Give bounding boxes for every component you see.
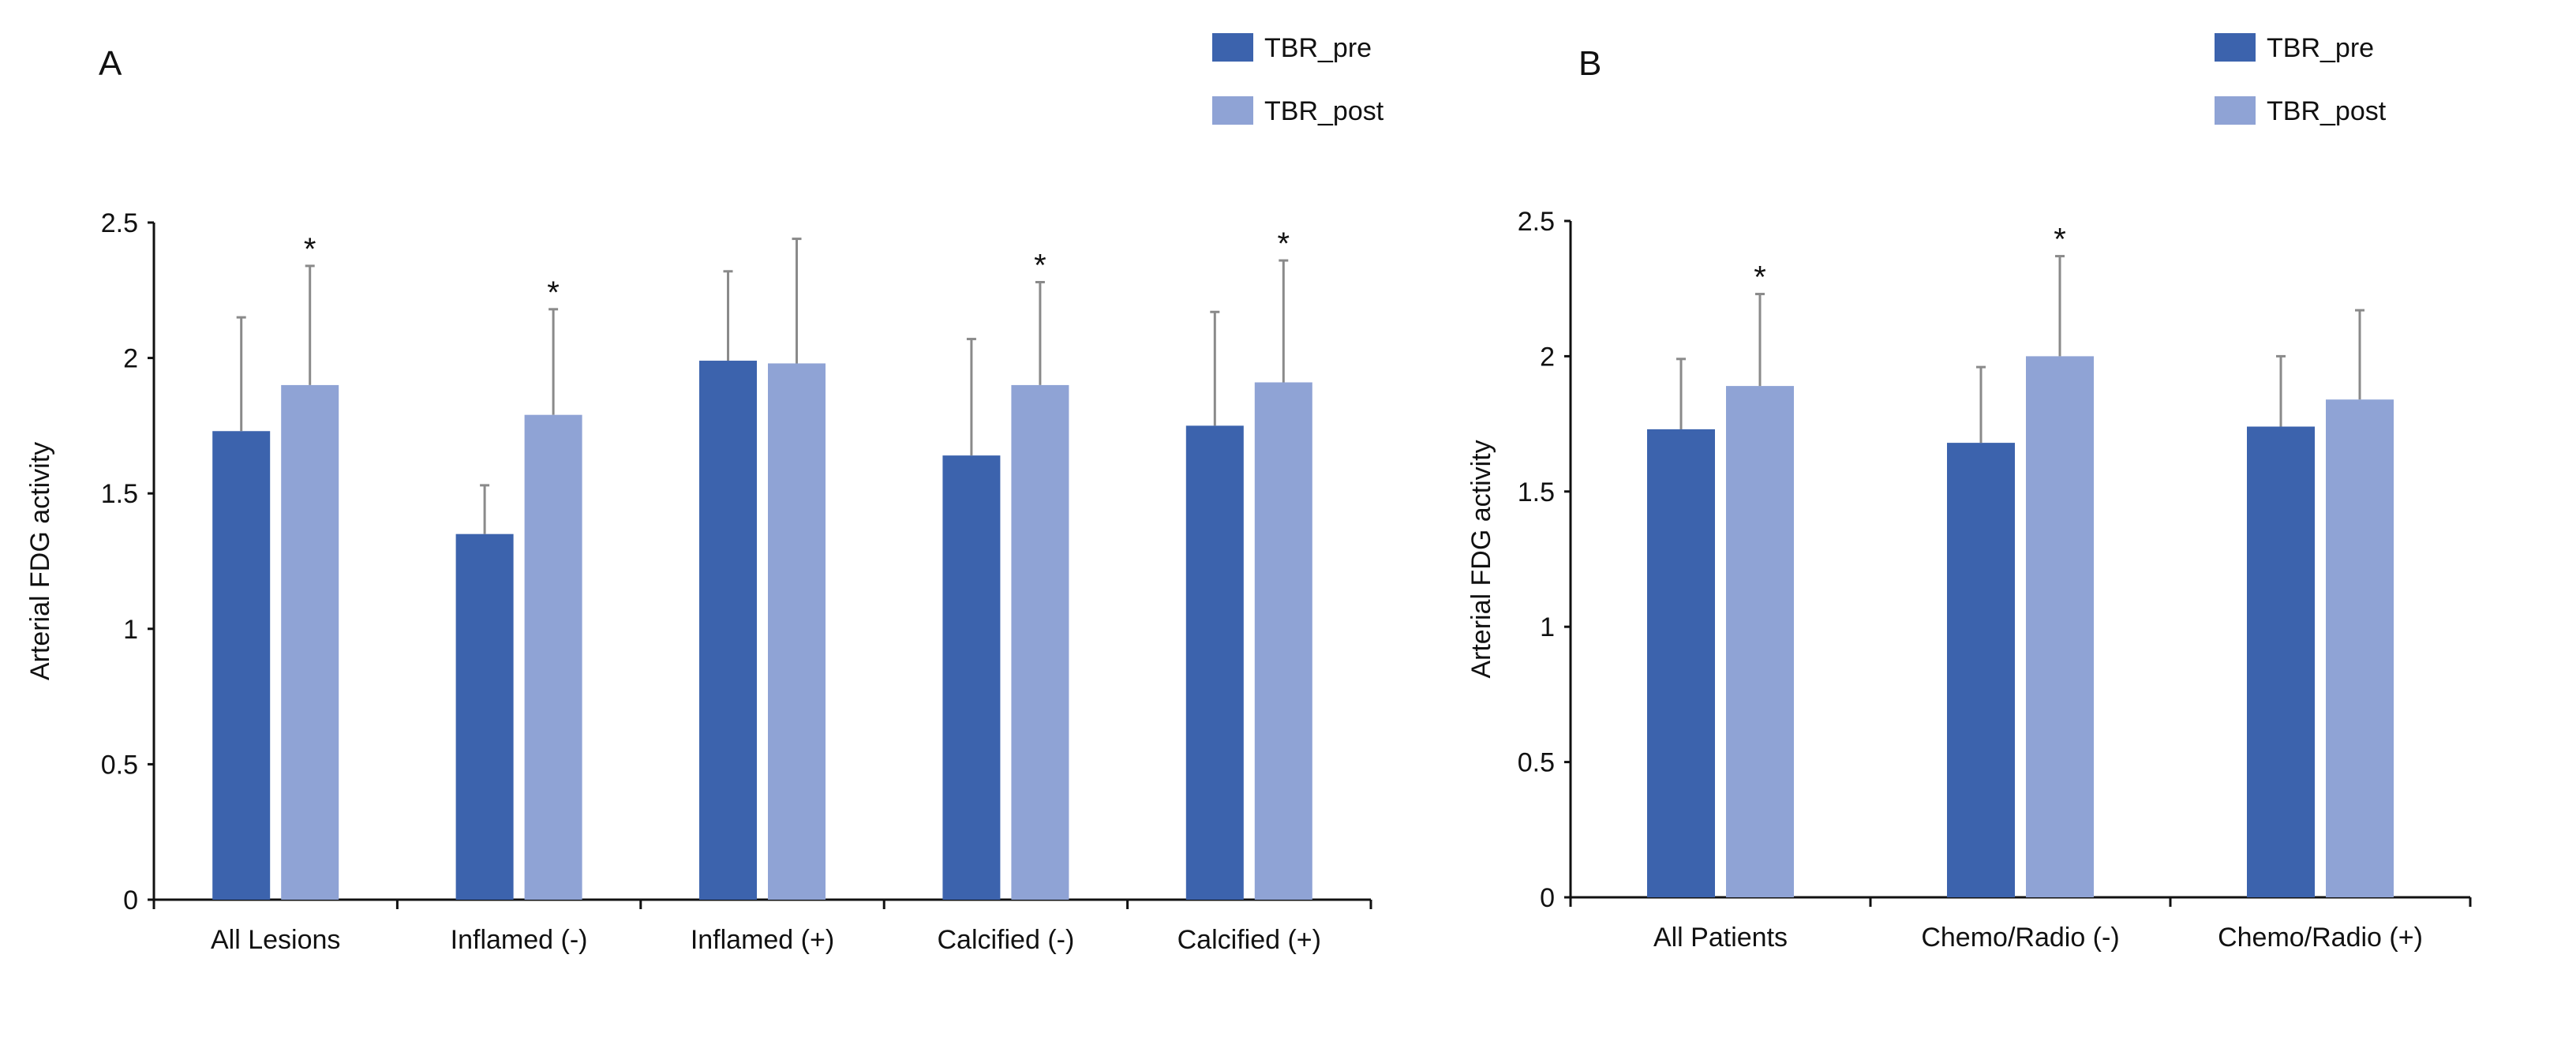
x-tick-label: All Patients (1653, 923, 1788, 953)
significance-marker: * (1754, 260, 1766, 295)
bar-tbr-pre (212, 431, 271, 900)
x-tick-label: Chemo/Radio (-) (1921, 923, 2119, 953)
panel-label: B (1578, 44, 1601, 83)
bar-tbr-pre (2247, 426, 2315, 897)
y-tick-label: 1 (1540, 612, 1555, 642)
significance-marker: * (2054, 223, 2066, 257)
y-axis-label: Arterial FDG activity (25, 442, 55, 680)
y-tick-label: 2 (1540, 342, 1555, 372)
bar-tbr-post (768, 363, 826, 900)
x-tick-label: Calcified (+) (1178, 925, 1321, 955)
bar-tbr-pre (699, 361, 757, 900)
y-tick-label: 0 (123, 885, 138, 915)
significance-marker: * (547, 275, 560, 310)
y-tick-label: 1 (123, 615, 138, 645)
y-tick-label: 0.5 (1518, 748, 1555, 778)
y-tick-label: 2 (123, 344, 138, 374)
bar-tbr-pre (455, 533, 514, 900)
y-tick-label: 2.5 (101, 208, 138, 238)
bar-tbr-pre (1647, 429, 1715, 897)
legend-label: TBR_post (2267, 96, 2387, 126)
y-axis-label: Arterial FDG activity (1466, 440, 1496, 678)
bar-tbr-post (2026, 356, 2094, 897)
significance-marker: * (304, 232, 316, 267)
x-tick-label: All Lesions (211, 925, 340, 955)
x-tick-label: Calcified (-) (937, 925, 1074, 955)
bar-tbr-post (1254, 382, 1312, 900)
y-tick-label: 1.5 (1518, 477, 1555, 507)
legend-swatch-tbr-post (2215, 96, 2256, 125)
x-tick-label: Inflamed (-) (451, 925, 588, 955)
legend-swatch-tbr-pre (2215, 33, 2256, 62)
bar-tbr-pre (1947, 443, 2015, 897)
bar-tbr-pre (942, 455, 1001, 900)
y-tick-label: 0.5 (101, 750, 138, 780)
y-tick-label: 1.5 (101, 479, 138, 509)
y-tick-label: 2.5 (1518, 207, 1555, 237)
significance-marker: * (1278, 226, 1290, 261)
legend-label: TBR_post (1264, 96, 1384, 126)
bar-tbr-post (281, 384, 339, 900)
x-tick-label: Chemo/Radio (+) (2218, 923, 2423, 953)
legend-swatch-tbr-post (1212, 96, 1253, 125)
panel-label: A (99, 44, 122, 83)
bar-tbr-pre (1185, 425, 1244, 900)
legend-swatch-tbr-pre (1212, 33, 1253, 62)
x-tick-label: Inflamed (+) (691, 925, 834, 955)
bar-tbr-post (2326, 399, 2394, 897)
legend-label: TBR_pre (1264, 33, 1372, 63)
legend-label: TBR_pre (2267, 33, 2374, 63)
bar-tbr-post (1726, 386, 1794, 897)
significance-marker: * (1034, 249, 1046, 283)
bar-tbr-post (1011, 384, 1069, 900)
bar-tbr-post (524, 414, 582, 900)
y-tick-label: 0 (1540, 883, 1555, 913)
